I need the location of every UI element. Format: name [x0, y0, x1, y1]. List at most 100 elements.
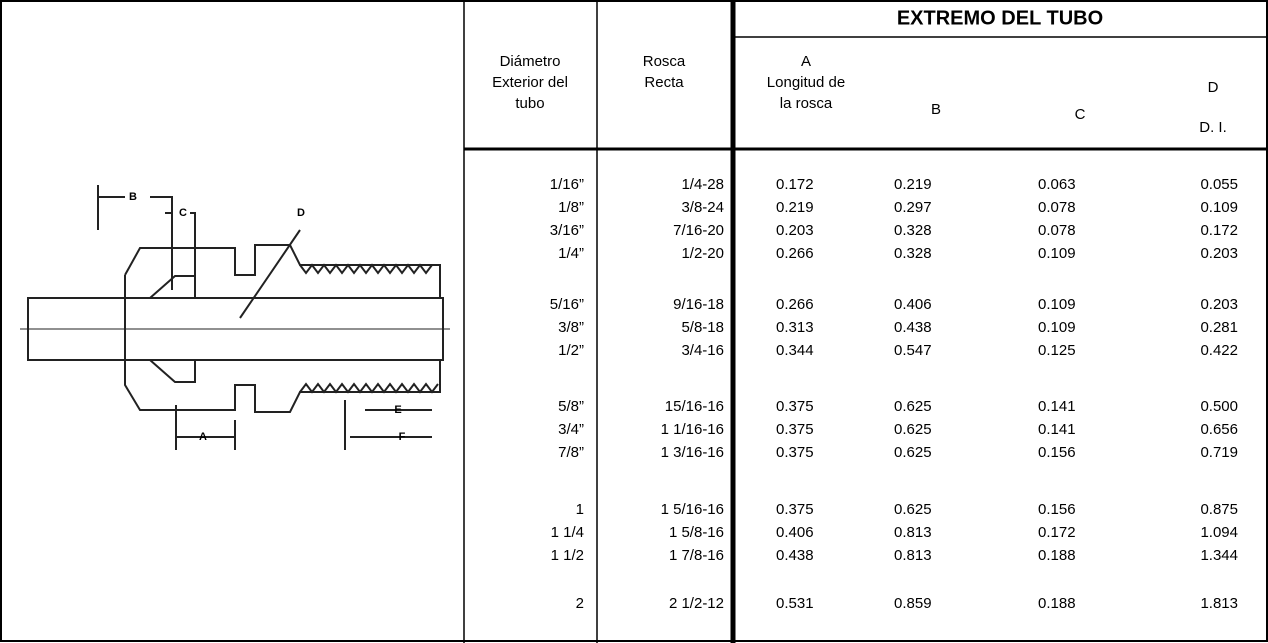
cell: 0.422	[1200, 342, 1238, 359]
cell: 0.078	[1038, 222, 1076, 239]
column-header: la rosca	[780, 95, 833, 112]
cell: 0.313	[776, 319, 814, 336]
cell: 1/4”	[558, 245, 584, 262]
cell: 15/16-16	[665, 398, 724, 415]
cell: 0.055	[1200, 176, 1238, 193]
cell: 0.625	[894, 421, 932, 438]
cell: 5/8-18	[681, 319, 724, 336]
column-header: D	[1208, 79, 1219, 96]
cell: 9/16-18	[673, 296, 724, 313]
cell: 1 1/4	[551, 524, 584, 541]
fitting-drawing	[20, 185, 450, 450]
cell: 0.266	[776, 245, 814, 262]
column-header: B	[931, 101, 941, 118]
cell: 0.719	[1200, 444, 1238, 461]
cell: 1.813	[1200, 595, 1238, 612]
cell: 1/2”	[558, 342, 584, 359]
cell: 0.219	[776, 199, 814, 216]
cell: 1	[576, 501, 584, 518]
cell: 0.219	[894, 176, 932, 193]
diagram-label: B	[129, 191, 137, 203]
cell: 0.172	[1038, 524, 1076, 541]
diagram-label: A	[199, 431, 207, 443]
cell: 3/4”	[558, 421, 584, 438]
cell: 0.109	[1038, 319, 1076, 336]
cell: 0.500	[1200, 398, 1238, 415]
cell: 7/8”	[558, 444, 584, 461]
cell: 0.203	[776, 222, 814, 239]
cell: 0.156	[1038, 444, 1076, 461]
cell: 1/4-28	[681, 176, 724, 193]
cell: 0.172	[1200, 222, 1238, 239]
cell: 0.625	[894, 444, 932, 461]
column-header: Recta	[644, 74, 684, 91]
cell: 3/8-24	[681, 199, 724, 216]
group-title: EXTREMO DEL TUBO	[897, 7, 1103, 29]
cell: 0.375	[776, 398, 814, 415]
cell: 1/8”	[558, 199, 584, 216]
dimension-lines	[97, 185, 432, 450]
cell: 0.188	[1038, 547, 1076, 564]
diagram-label: F	[399, 431, 406, 443]
column-header: tubo	[515, 95, 544, 112]
cell: 2	[576, 595, 584, 612]
column-header: Diámetro	[500, 53, 561, 70]
cell: 0.656	[1200, 421, 1238, 438]
cell: 0.109	[1200, 199, 1238, 216]
column-header: Rosca	[643, 53, 686, 70]
cell: 1/2-20	[681, 245, 724, 262]
cell: 3/16”	[550, 222, 584, 239]
column-header: Exterior del	[492, 74, 568, 91]
cell: 0.125	[1038, 342, 1076, 359]
cell: 1 1/16-16	[661, 421, 724, 438]
cell: 0.375	[776, 421, 814, 438]
cell: 5/16”	[550, 296, 584, 313]
cell: 1 3/16-16	[661, 444, 724, 461]
cell: 0.625	[894, 501, 932, 518]
cell: 0.203	[1200, 245, 1238, 262]
threads	[299, 263, 439, 394]
cell: 0.141	[1038, 421, 1076, 438]
cell: 0.438	[894, 319, 932, 336]
cell: 0.813	[894, 547, 932, 564]
cell: 0.438	[776, 547, 814, 564]
cell: 5/8”	[558, 398, 584, 415]
cell: 0.375	[776, 444, 814, 461]
cell: 7/16-20	[673, 222, 724, 239]
cell: 1 7/8-16	[669, 547, 724, 564]
cell: 1.094	[1200, 524, 1238, 541]
cell: 2 1/2-12	[669, 595, 724, 612]
cell: 0.203	[1200, 296, 1238, 313]
cell: 0.063	[1038, 176, 1076, 193]
cell: 3/4-16	[681, 342, 724, 359]
cell: 0.156	[1038, 501, 1076, 518]
cell: 0.859	[894, 595, 932, 612]
diagram-label: C	[179, 207, 187, 219]
cell: 0.547	[894, 342, 932, 359]
cell: 0.344	[776, 342, 814, 359]
diagram-label: E	[394, 404, 401, 416]
cell: 1 5/16-16	[661, 501, 724, 518]
cell: 0.141	[1038, 398, 1076, 415]
cell: 0.078	[1038, 199, 1076, 216]
cell: 0.875	[1200, 501, 1238, 518]
cell: 1.344	[1200, 547, 1238, 564]
cell: 0.406	[894, 296, 932, 313]
cell: 0.406	[776, 524, 814, 541]
cell: 1 1/2	[551, 547, 584, 564]
column-header: C	[1075, 106, 1086, 123]
cell: 0.297	[894, 199, 932, 216]
cell: 0.281	[1200, 319, 1238, 336]
column-header: A	[801, 53, 811, 70]
cell: 0.109	[1038, 296, 1076, 313]
cell: 0.172	[776, 176, 814, 193]
ferrule	[149, 275, 196, 383]
cell: 0.109	[1038, 245, 1076, 262]
body-outline	[124, 244, 441, 413]
column-header: D. I.	[1199, 119, 1227, 136]
cell: 0.266	[776, 296, 814, 313]
cell: 0.813	[894, 524, 932, 541]
